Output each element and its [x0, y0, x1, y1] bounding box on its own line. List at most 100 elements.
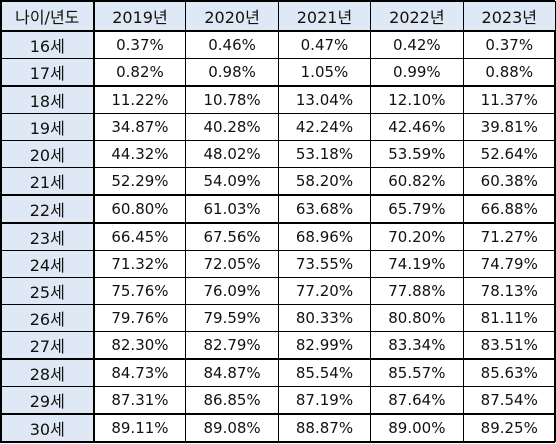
value-cell: 82.79%	[185, 331, 279, 360]
header-row: 나이/년도 2019년 2020년 2021년 2022년 2023년	[1, 1, 556, 32]
value-cell: 58.20%	[277, 167, 372, 196]
value-cell: 82.99%	[277, 331, 372, 360]
value-cell: 89.08%	[185, 413, 279, 442]
value-cell: 77.20%	[277, 277, 372, 305]
age-cell: 19세	[1, 113, 95, 141]
value-cell: 60.82%	[370, 167, 464, 196]
age-cell: 17세	[1, 58, 95, 87]
value-cell: 79.76%	[92, 304, 187, 332]
value-cell: 13.04%	[277, 85, 372, 114]
age-cell: 25세	[1, 277, 95, 305]
value-cell: 1.05%	[277, 58, 372, 87]
value-cell: 85.57%	[370, 358, 464, 387]
value-cell: 84.87%	[185, 358, 279, 387]
age-cell: 27세	[1, 331, 95, 360]
value-cell: 66.45%	[92, 222, 187, 251]
value-cell: 42.24%	[277, 113, 372, 141]
value-cell: 77.88%	[370, 277, 464, 305]
table-row: 16세 0.37% 0.46% 0.47% 0.42% 0.37%	[1, 30, 556, 59]
value-cell: 48.02%	[185, 140, 279, 168]
table-row: 27세 82.30% 82.79% 82.99% 83.34% 83.51%	[1, 331, 556, 360]
value-cell: 44.32%	[92, 140, 187, 168]
value-cell: 0.37%	[462, 30, 556, 59]
value-cell: 52.29%	[92, 167, 187, 196]
value-cell: 87.64%	[370, 386, 464, 415]
table-row: 28세 84.73% 84.87% 85.54% 85.57% 85.63%	[1, 358, 556, 387]
age-cell: 21세	[1, 167, 95, 196]
value-cell: 0.37%	[92, 30, 187, 59]
value-cell: 87.19%	[277, 386, 372, 415]
value-cell: 73.55%	[277, 250, 372, 278]
value-cell: 39.81%	[462, 113, 556, 141]
value-cell: 54.09%	[185, 167, 279, 196]
value-cell: 82.30%	[92, 331, 187, 360]
value-cell: 63.68%	[277, 194, 372, 224]
value-cell: 83.51%	[462, 331, 556, 360]
value-cell: 67.56%	[185, 222, 279, 251]
age-cell: 16세	[1, 30, 95, 59]
value-cell: 74.19%	[370, 250, 464, 278]
value-cell: 74.79%	[462, 250, 556, 278]
table-row: 19세 34.87% 40.28% 42.24% 42.46% 39.81%	[1, 113, 556, 141]
value-cell: 79.59%	[185, 304, 279, 332]
value-cell: 75.76%	[92, 277, 187, 305]
value-cell: 76.09%	[185, 277, 279, 305]
value-cell: 34.87%	[92, 113, 187, 141]
table-row: 30세 89.11% 89.08% 88.87% 89.00% 89.25%	[1, 413, 556, 442]
value-cell: 53.18%	[277, 140, 372, 168]
value-cell: 81.11%	[462, 304, 556, 332]
table-row: 24세 71.32% 72.05% 73.55% 74.19% 74.79%	[1, 250, 556, 278]
age-cell: 28세	[1, 358, 95, 387]
value-cell: 0.82%	[92, 58, 187, 87]
header-age-year: 나이/년도	[1, 1, 95, 32]
value-cell: 85.63%	[462, 358, 556, 387]
value-cell: 87.54%	[462, 386, 556, 415]
value-cell: 65.79%	[370, 194, 464, 224]
value-cell: 71.32%	[92, 250, 187, 278]
value-cell: 86.85%	[185, 386, 279, 415]
value-cell: 78.13%	[462, 277, 556, 305]
age-cell: 26세	[1, 304, 95, 332]
table-body: 16세 0.37% 0.46% 0.47% 0.42% 0.37% 17세 0.82% 0.98…	[1, 30, 556, 442]
header-year-2019: 2019년	[92, 1, 187, 32]
table-row: 22세 60.80% 61.03% 63.68% 65.79% 66.88%	[1, 194, 556, 224]
value-cell: 87.31%	[92, 386, 187, 415]
value-cell: 72.05%	[185, 250, 279, 278]
header-year-2022: 2022년	[370, 1, 464, 32]
value-cell: 71.27%	[462, 222, 556, 251]
value-cell: 40.28%	[185, 113, 279, 141]
table-row: 21세 52.29% 54.09% 58.20% 60.82% 60.38%	[1, 167, 556, 196]
table-header: 나이/년도 2019년 2020년 2021년 2022년 2023년	[1, 1, 556, 32]
header-year-2023: 2023년	[462, 1, 556, 32]
value-cell: 60.80%	[92, 194, 187, 224]
value-cell: 66.88%	[462, 194, 556, 224]
table-row: 18세 11.22% 10.78% 13.04% 12.10% 11.37%	[1, 85, 556, 114]
value-cell: 11.37%	[462, 85, 556, 114]
table-row: 26세 79.76% 79.59% 80.33% 80.80% 81.11%	[1, 304, 556, 332]
value-cell: 80.80%	[370, 304, 464, 332]
value-cell: 11.22%	[92, 85, 187, 114]
value-cell: 70.20%	[370, 222, 464, 251]
value-cell: 84.73%	[92, 358, 187, 387]
value-cell: 0.99%	[370, 58, 464, 87]
table-row: 20세 44.32% 48.02% 53.18% 53.59% 52.64%	[1, 140, 556, 168]
value-cell: 85.54%	[277, 358, 372, 387]
value-cell: 0.88%	[462, 58, 556, 87]
age-cell: 23세	[1, 222, 95, 251]
age-cell: 22세	[1, 194, 95, 224]
value-cell: 83.34%	[370, 331, 464, 360]
value-cell: 88.87%	[277, 413, 372, 442]
header-year-2021: 2021년	[277, 1, 372, 32]
value-cell: 60.38%	[462, 167, 556, 196]
value-cell: 68.96%	[277, 222, 372, 251]
value-cell: 0.47%	[277, 30, 372, 59]
age-cell: 18세	[1, 85, 95, 114]
value-cell: 61.03%	[185, 194, 279, 224]
age-cell: 30세	[1, 413, 95, 442]
value-cell: 89.00%	[370, 413, 464, 442]
header-year-2020: 2020년	[185, 1, 279, 32]
value-cell: 10.78%	[185, 85, 279, 114]
age-cell: 29세	[1, 386, 95, 415]
